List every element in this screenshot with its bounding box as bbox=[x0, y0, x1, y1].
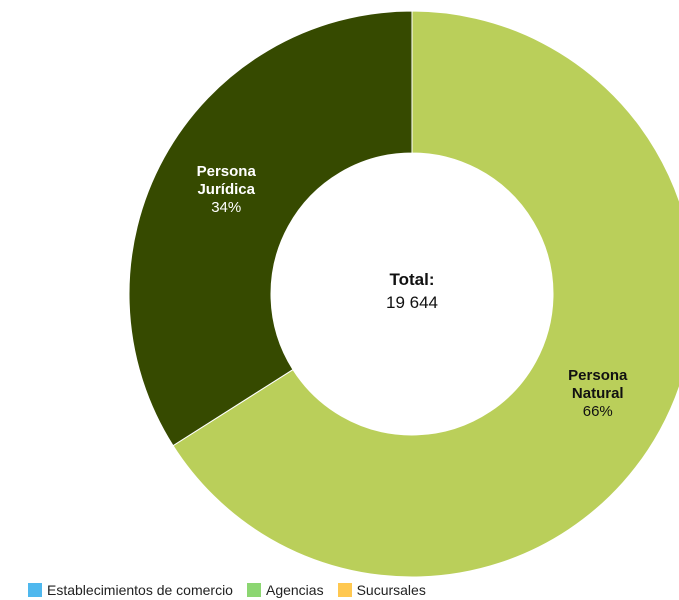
slice-percent-label: 34% bbox=[211, 199, 241, 216]
legend-item-establecimientos[interactable]: Establecimientos de comercio bbox=[28, 582, 233, 598]
center-total-title: Total: bbox=[389, 270, 434, 289]
legend-item-agencias[interactable]: Agencias bbox=[246, 582, 324, 598]
slice-label-line1: Persona bbox=[568, 367, 628, 384]
legend-label: Agencias bbox=[265, 582, 324, 598]
slice-label-line2: Jurídica bbox=[197, 181, 255, 198]
legend-label: Establecimientos de comercio bbox=[47, 582, 233, 598]
donut-slices bbox=[128, 10, 679, 578]
slice-label-line2: Natural bbox=[572, 385, 624, 402]
legend-label: Sucursales bbox=[356, 582, 426, 598]
legend-swatch bbox=[28, 583, 42, 597]
legend-swatch bbox=[337, 583, 352, 597]
center-total-value: 19 644 bbox=[386, 293, 438, 312]
legend: Establecimientos de comercio Agencias Su… bbox=[28, 582, 426, 598]
legend-item-sucursales[interactable]: Sucursales bbox=[337, 582, 426, 598]
donut-slice[interactable] bbox=[172, 10, 679, 578]
legend-swatch bbox=[246, 583, 261, 597]
slice-percent-label: 66% bbox=[583, 403, 613, 420]
donut-slice[interactable] bbox=[128, 10, 413, 447]
center-label: Total: 19 644 bbox=[386, 270, 438, 312]
slice-label-line1: Persona bbox=[197, 163, 257, 180]
